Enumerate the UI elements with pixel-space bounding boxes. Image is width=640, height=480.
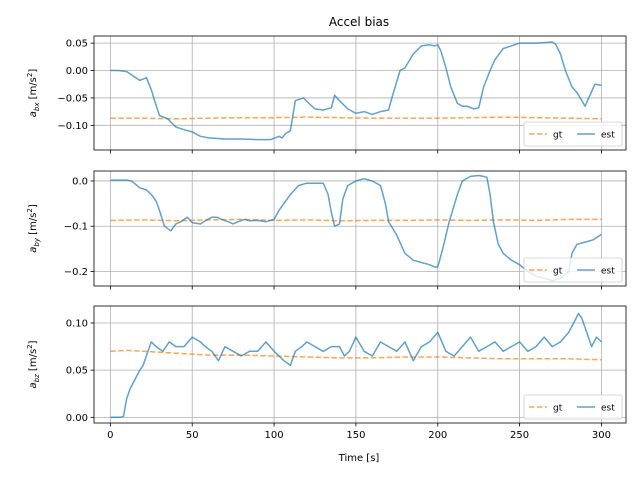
series-line-gt [110,218,602,222]
y-tick-label: −0.2 [64,267,88,278]
axes-frame [93,170,627,287]
legend-box [523,394,623,420]
series-line-est [110,41,602,141]
y-tick-label: 0.00 [66,66,88,77]
axes-frame [93,305,627,424]
legend-label-est: est [601,404,615,414]
x-tick-label: 0 [107,430,113,441]
y-tick-label: 0.00 [66,413,88,424]
y-tick-label: −0.05 [57,93,88,104]
y-tick-label: −0.1 [64,222,88,233]
x-tick-label: 300 [592,430,611,441]
x-tick-label: 150 [346,430,365,441]
y-axis-label-bz: abz [m/s2] [26,340,41,388]
chart-title: Accel bias [329,15,389,29]
x-tick-label: 200 [428,430,447,441]
subplot-by: 0.0 −0.1 −0.2 aby [m/s2] gt est [26,170,627,290]
series-line-est [110,174,602,282]
legend-label-est: est [601,131,615,141]
x-tick-label: 250 [510,430,529,441]
y-tick-label: 0.0 [72,176,88,187]
legend-box [523,121,623,147]
series-line-gt [110,116,602,120]
y-tick-label: −0.10 [57,121,88,132]
series-line-gt [110,349,602,361]
legend: gt est [523,121,623,147]
axes-frame [93,35,627,151]
legend-label-gt: gt [553,267,563,277]
series-line-est [110,312,602,419]
legend-label-gt: gt [553,131,563,141]
legend-label-est: est [601,267,615,277]
y-axis-label-by: aby [m/s2] [26,204,41,253]
x-axis-label: Time [s] [338,453,380,464]
legend: gt est [523,394,623,420]
subplot-bz: 0 50 100 150 200 250 300 0.10 0.05 0.00 abz [m/s2]… [26,305,627,441]
legend-label-gt: gt [553,404,563,414]
y-tick-label: 0.05 [66,39,88,50]
y-tick-label: 0.10 [66,318,88,329]
subplot-bx: 0.05 0.00 −0.05 −0.10 abx [m/s2] gt est [26,35,627,154]
x-tick-label: 100 [265,430,284,441]
y-tick-label: 0.05 [66,366,88,377]
legend: gt est [523,257,623,283]
y-axis-label-bx: abx [m/s2] [26,69,41,118]
x-tick-label: 50 [186,430,199,441]
legend-box [523,257,623,283]
